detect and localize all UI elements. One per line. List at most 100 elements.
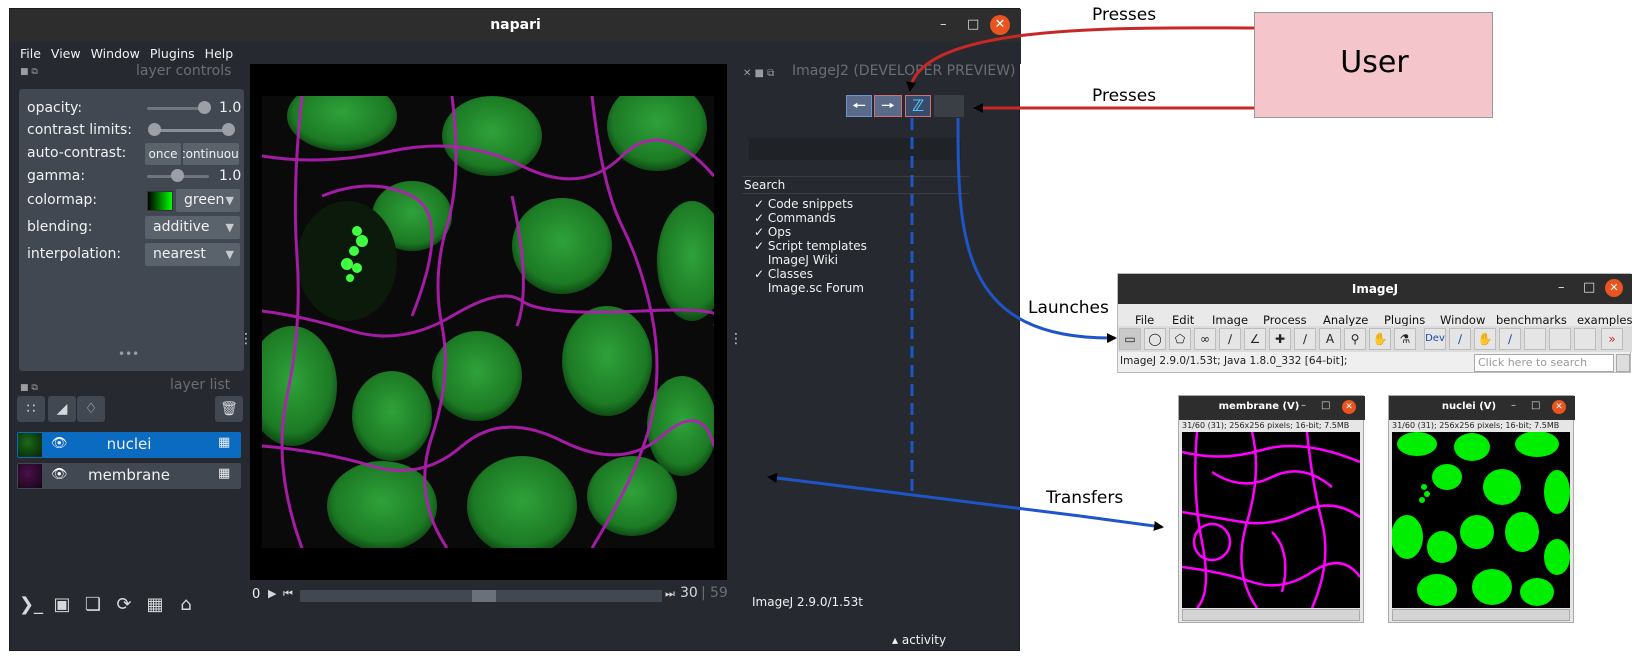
ij-menu-analyze[interactable]: Analyze [1323,313,1369,327]
ij-menu-benchmarks[interactable]: benchmarks [1496,313,1567,327]
zoom-tool-icon[interactable]: ⚲ [1344,328,1366,350]
colormap-select[interactable]: green ▼ [176,189,240,212]
eye-icon[interactable]: 👁 [51,436,68,451]
search-input[interactable] [749,138,961,160]
close-icon[interactable]: ✕ [1342,400,1356,414]
close-dock-icon[interactable]: ✕ ■ ⧉ [743,68,775,79]
new-labels-layer-icon[interactable]: ♢ [77,396,105,422]
line-tool-icon[interactable]: ∕ [1219,328,1241,350]
menu-help[interactable]: Help [204,46,234,61]
play-icon[interactable]: ▶ [268,587,277,600]
eye-icon[interactable]: 👁 [51,467,68,482]
menu-view[interactable]: View [50,46,81,61]
wand-tool-icon[interactable]: ∕ [1294,328,1316,350]
angle-tool-icon[interactable]: ∠ [1244,328,1266,350]
layer-row-nuclei[interactable]: 👁 nuclei ▦ [17,432,241,458]
launch-imagej-button[interactable]: ℤ [905,95,931,117]
text-tool-icon[interactable]: A [1319,328,1341,350]
point-tool-icon[interactable]: ✚ [1269,328,1291,350]
dims-slider-handle[interactable] [471,590,496,602]
step-back-icon[interactable]: ⏮ [283,587,293,600]
from-napari-button[interactable]: 🠖 [874,95,902,117]
new-shapes-layer-icon[interactable]: ◢ [48,396,76,422]
to-napari-button[interactable]: 🠔 [846,95,872,117]
empty-tool-slot[interactable] [1549,328,1571,350]
ij-menu-examples[interactable]: examples [1577,313,1633,327]
blending-select[interactable]: additive ▼ [145,216,240,239]
search-option-script-templates[interactable]: ✓ Script templates [754,239,867,253]
empty-tool-slot[interactable] [1574,328,1596,350]
checkbox-icon[interactable]: ✓ [754,197,765,211]
search-option-forum[interactable]: Image.sc Forum [754,281,867,295]
maximize-icon[interactable]: □ [1321,400,1331,411]
maximize-icon[interactable]: □ [1531,400,1541,411]
nuclei-scrollbar[interactable] [1392,609,1570,621]
pick-tool-icon[interactable]: ∕ [1499,328,1521,350]
layer-row-membrane[interactable]: 👁 membrane ▦ [17,463,241,489]
search-option-code-snippets[interactable]: ✓ Code snippets [754,197,867,211]
ij-menu-edit[interactable]: Edit [1172,313,1195,327]
membrane-scrollbar[interactable] [1182,609,1360,621]
console-icon[interactable]: ❯_ [18,594,44,615]
minimize-icon[interactable]: – [1511,400,1516,411]
menu-window[interactable]: Window [90,46,140,61]
dev-tool-icon[interactable]: Dev [1424,328,1446,350]
imagej-search-input[interactable]: Click here to search [1474,354,1614,372]
maximize-icon[interactable]: □ [1583,280,1596,295]
roll-axes-icon[interactable]: ⟳ [116,594,132,615]
close-icon[interactable]: ✕ [990,15,1010,35]
auto-contrast-continuous-button[interactable]: continuous [183,143,239,165]
minimize-icon[interactable]: – [940,17,947,32]
opacity-slider-handle[interactable] [198,101,211,114]
close-icon[interactable]: ✕ [1605,279,1623,297]
menu-plugins[interactable]: Plugins [149,46,195,61]
right-dock-handle[interactable]: ⋮ [729,331,743,347]
splitter-handle[interactable]: ••• [118,347,140,361]
contrast-max-handle[interactable] [222,123,235,136]
contrast-min-handle[interactable] [148,123,161,136]
hand-tool-icon[interactable]: ✋ [1369,328,1391,350]
home-icon[interactable]: ⌂ [180,594,192,615]
checkbox-icon[interactable]: ✓ [754,239,765,253]
close-icon[interactable]: ✕ [1552,400,1566,414]
search-option-commands[interactable]: ✓ Commands [754,211,867,225]
search-option-ops[interactable]: ✓ Ops [754,225,867,239]
flood-tool-icon[interactable]: ✋ [1474,328,1496,350]
auto-contrast-once-button[interactable]: once [145,143,181,165]
search-options-button[interactable] [1616,354,1630,372]
rectangle-tool-icon[interactable]: ▭ [1119,328,1141,350]
opacity-slider[interactable] [147,107,205,110]
ndisplay-icon[interactable]: ▣ [53,594,71,615]
settings-button[interactable] [934,95,964,117]
new-points-layer-icon[interactable]: ∷ [17,396,45,422]
contrast-limits-slider[interactable] [153,129,229,132]
empty-tool-slot[interactable] [1524,328,1546,350]
step-forward-icon[interactable]: ⏭ [665,587,675,600]
ij-menu-plugins[interactable]: Plugins [1384,313,1426,327]
grid-icon[interactable]: ▦ [146,594,164,615]
search-option-classes[interactable]: ✓ Classes [754,267,867,281]
minimize-icon[interactable]: – [1558,280,1565,295]
ij-menu-process[interactable]: Process [1263,313,1307,327]
delete-layer-icon[interactable]: 🗑 [215,396,243,422]
dock-float-icon[interactable]: ■ ⧉ [20,383,38,393]
oval-tool-icon[interactable]: ◯ [1144,328,1166,350]
checkbox-icon[interactable]: ✓ [754,211,765,225]
freehand-tool-icon[interactable]: ∞ [1194,328,1216,350]
search-option-imagej-wiki[interactable]: ImageJ Wiki [754,253,867,267]
ij-menu-window[interactable]: Window [1440,313,1486,327]
interpolation-select[interactable]: nearest ▼ [145,243,240,266]
brush-tool-icon[interactable]: ∕ [1449,328,1471,350]
minimize-icon[interactable]: – [1301,400,1306,411]
left-dock-handle[interactable]: ⋮ [239,331,253,347]
polygon-tool-icon[interactable]: ⬠ [1169,328,1191,350]
gamma-slider-handle[interactable] [171,169,184,182]
3d-cube-icon[interactable]: ❏ [84,594,102,615]
ij-menu-image[interactable]: Image [1212,313,1249,327]
dock-float-icon[interactable]: ■ ⧉ [20,67,38,77]
maximize-icon[interactable]: □ [967,17,980,32]
checkbox-icon[interactable]: ✓ [754,267,765,281]
dropper-tool-icon[interactable]: ⚗ [1394,328,1416,350]
menu-file[interactable]: File [20,46,41,61]
activity-toggle[interactable]: ▴ activity [892,633,947,647]
